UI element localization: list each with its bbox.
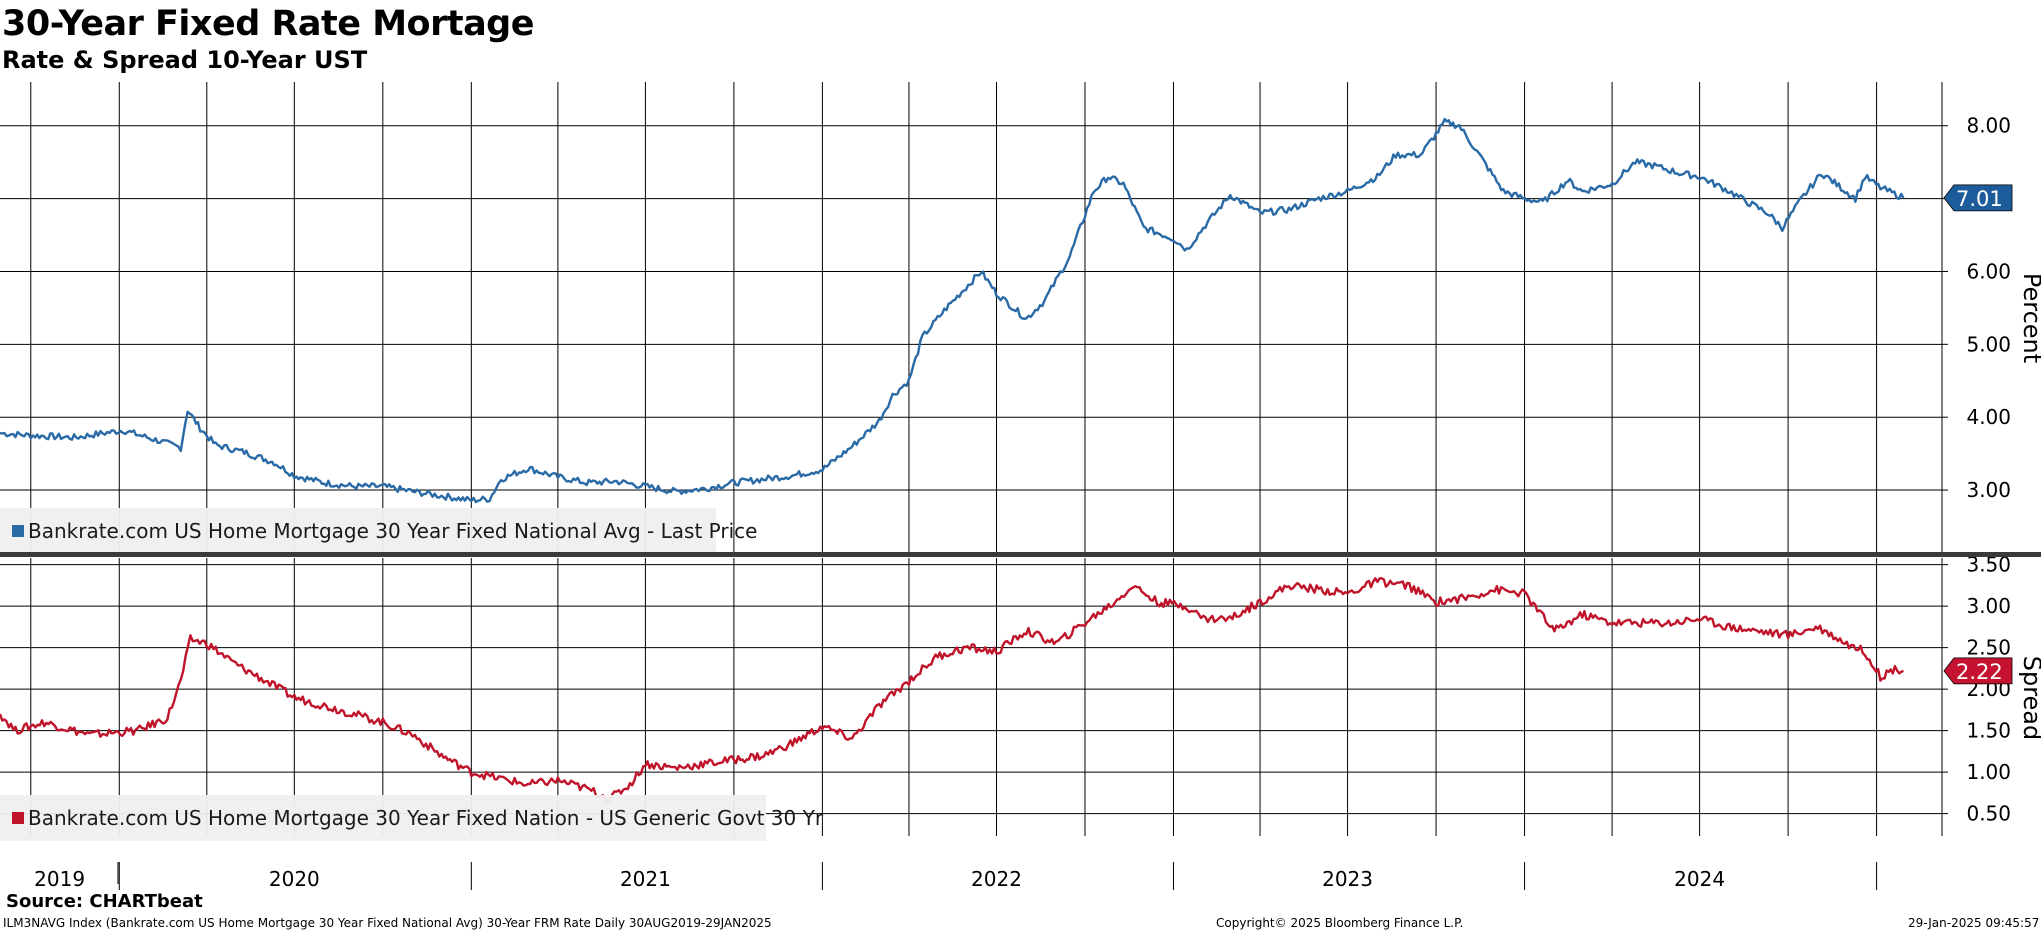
chart-title: 30-Year Fixed Rate Mortage xyxy=(2,4,534,44)
year-label: 2020 xyxy=(269,867,320,891)
rate-ytick-label: 8.00 xyxy=(1966,114,2011,138)
spread-ytick-label: 3.00 xyxy=(1966,594,2011,618)
year-label: 2024 xyxy=(1674,867,1725,891)
index-info: ILM3NAVG Index (Bankrate.com US Home Mor… xyxy=(3,916,772,930)
spread-last-value-tag xyxy=(1943,657,2013,685)
panel-separator xyxy=(0,552,2041,557)
spread-ytick-label: 0.50 xyxy=(1966,802,2011,826)
rate-ytick-label: 4.00 xyxy=(1966,405,2011,429)
spread-legend-swatch xyxy=(12,812,24,824)
spread-legend-box xyxy=(0,795,766,841)
year-label: 2019 xyxy=(34,867,85,891)
rate-legend-box xyxy=(0,508,716,554)
rate-last-value-tag xyxy=(1943,184,2013,212)
rate-legend-swatch xyxy=(12,525,24,537)
rate-y-axis-title: Percent xyxy=(2018,273,2041,363)
spread-legend-label: Bankrate.com US Home Mortgage 30 Year Fi… xyxy=(28,806,824,830)
spread-ytick-label: 1.50 xyxy=(1966,719,2011,743)
rate-ytick-label: 6.00 xyxy=(1966,259,2011,283)
source-label: Source: CHARTbeat xyxy=(6,891,203,912)
spread-y-axis-title: Spread xyxy=(2018,656,2041,741)
spread-series-line xyxy=(0,577,1904,802)
timestamp: 29-Jan-2025 09:45:57 xyxy=(1908,916,2040,930)
chart-subtitle: Rate & Spread 10-Year UST xyxy=(2,46,368,74)
rate-last-value-label: 7.01 xyxy=(1956,187,2003,211)
spread-last-value-label: 2.22 xyxy=(1956,660,2003,684)
rate-legend-label: Bankrate.com US Home Mortgage 30 Year Fi… xyxy=(28,519,757,543)
rate-series-line xyxy=(0,117,1905,504)
year-label: 2022 xyxy=(971,867,1022,891)
year-label: 2023 xyxy=(1322,867,1373,891)
spread-ytick-label: 2.50 xyxy=(1966,636,2011,660)
rate-ytick-label: 5.00 xyxy=(1966,332,2011,356)
rate-ytick-label: 3.00 xyxy=(1966,478,2011,502)
year-label: 2021 xyxy=(620,867,671,891)
copyright: Copyright© 2025 Bloomberg Finance L.P. xyxy=(1216,916,1464,930)
spread-ytick-label: 1.00 xyxy=(1966,760,2011,784)
